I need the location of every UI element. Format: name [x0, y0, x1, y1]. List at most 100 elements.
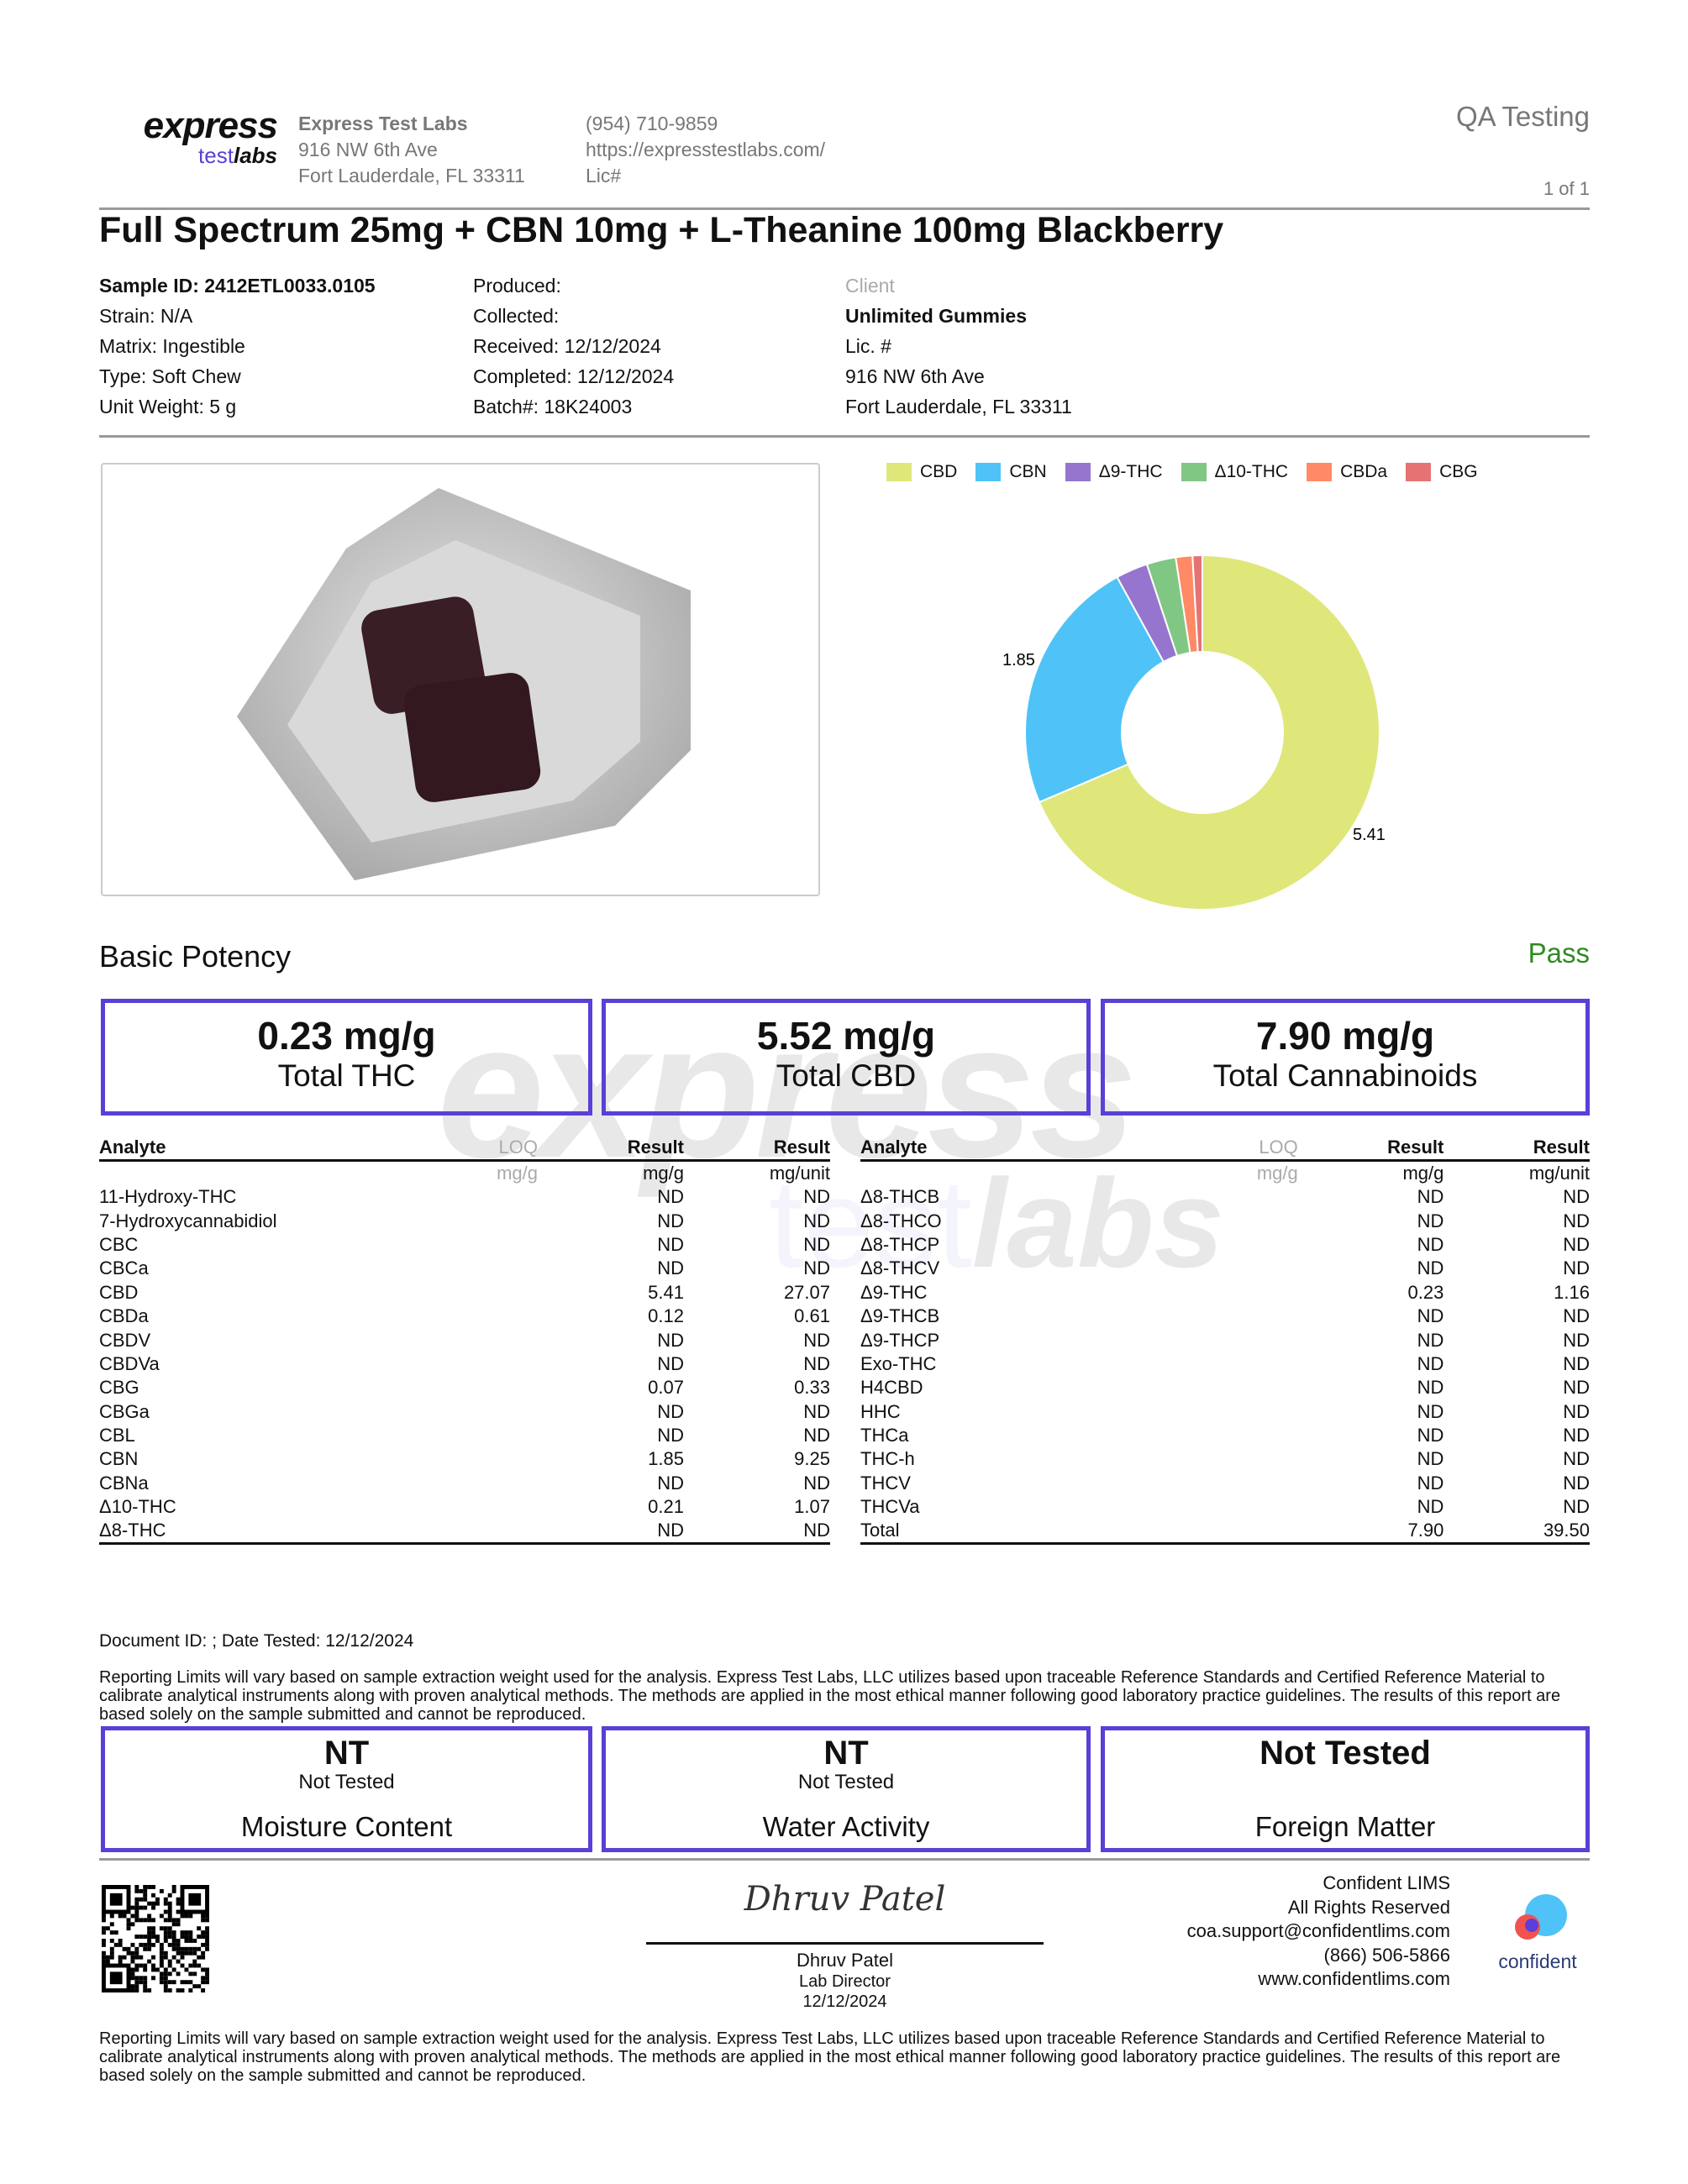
table-row: Exo-THC ND ND	[860, 1352, 1590, 1376]
loq-value	[392, 1352, 538, 1376]
analyte-name: Δ9-THCB	[860, 1305, 940, 1327]
analyte-name: THC-h	[860, 1448, 915, 1470]
table-row: THCVa ND ND	[860, 1495, 1590, 1519]
legend-item[interactable]: CBDa	[1307, 462, 1387, 482]
foreign-matter-label: Foreign Matter	[1254, 1811, 1436, 1842]
analyte-name: CBCa	[99, 1257, 149, 1279]
unit-label	[99, 1161, 392, 1186]
result-mg-unit: 0.61	[794, 1305, 830, 1327]
result-mg-g: ND	[538, 1519, 684, 1546]
lims-info: Confident LIMS All Rights Reserved coa.s…	[1187, 1872, 1450, 1992]
result-mg-g: ND	[657, 1425, 684, 1446]
sample-id: Sample ID: 2412ETL0033.0105	[99, 275, 376, 297]
confident-logo-icon	[1515, 1894, 1567, 1940]
loq-value	[1152, 1400, 1298, 1424]
result-mg-g: 5.41	[648, 1281, 684, 1303]
client-city: Fort Lauderdale, FL 33311	[845, 396, 1072, 417]
analyte-name: 11-Hydroxy-THC	[99, 1186, 237, 1208]
result-mg-g: ND	[1417, 1329, 1444, 1351]
pass-status: Pass	[1528, 937, 1590, 969]
legend-item[interactable]: CBD	[886, 462, 957, 482]
analyte-name: H4CBD	[860, 1377, 923, 1399]
result-mg-g: ND	[1417, 1400, 1444, 1422]
analyte-name: CBC	[99, 1233, 139, 1255]
analyte-name: CBNa	[99, 1472, 149, 1494]
qr-code[interactable]	[101, 1885, 210, 1992]
unit-weight: Unit Weight: 5 g	[99, 396, 237, 417]
signature: Dhruv Patel	[744, 1880, 946, 1919]
result-mg-g: ND	[1417, 1233, 1444, 1255]
divider	[99, 1858, 1590, 1861]
loq-value	[1152, 1424, 1298, 1447]
lims-website[interactable]: www.confidentlims.com	[1258, 1968, 1450, 1989]
result-mg-unit: 0.33	[794, 1377, 830, 1399]
result-mg-unit: ND	[803, 1210, 830, 1231]
legend-item[interactable]: CBG	[1406, 462, 1478, 482]
table-row: CBDVa ND ND	[99, 1352, 830, 1376]
unit-label: mg/g	[497, 1163, 538, 1184]
result-mg-unit: ND	[684, 1519, 830, 1546]
lims-email[interactable]: coa.support@confidentlims.com	[1186, 1920, 1450, 1941]
water-activity-label: Water Activity	[762, 1811, 930, 1842]
legend-item[interactable]: Δ9-THC	[1065, 462, 1163, 482]
loq-value	[392, 1472, 538, 1495]
result-mg-unit: ND	[803, 1233, 830, 1255]
table-row: Δ8-THCO ND ND	[860, 1209, 1590, 1232]
result-mg-unit: ND	[1563, 1257, 1590, 1279]
table-row: Δ8-THC ND ND	[99, 1519, 830, 1546]
result-mg-unit: 1.07	[794, 1496, 830, 1518]
slice-CBG[interactable]	[1191, 554, 1203, 654]
loq-value	[392, 1495, 538, 1519]
type: Type: Soft Chew	[99, 365, 241, 387]
result-mg-unit: ND	[1563, 1186, 1590, 1208]
column-header: Result	[684, 1136, 830, 1162]
table-row: HHC ND ND	[860, 1400, 1590, 1424]
matrix: Matrix: Ingestible	[99, 335, 245, 357]
signer-date: 12/12/2024	[802, 1992, 887, 2011]
watermark: express	[437, 982, 1138, 1198]
slice-CBD[interactable]	[1038, 554, 1380, 911]
analyte-name: Δ8-THC	[99, 1519, 392, 1546]
table-row: Δ9-THC 0.23 1.16	[860, 1281, 1590, 1305]
dates-info: Produced: Collected: Received: 12/12/202…	[473, 270, 674, 422]
moisture-status: NT	[323, 1735, 370, 1772]
lab-website[interactable]: https://expresstestlabs.com/	[586, 139, 826, 160]
result-mg-g: ND	[1417, 1305, 1444, 1327]
table-row: H4CBD ND ND	[860, 1376, 1590, 1399]
result-mg-g: ND	[1417, 1448, 1444, 1470]
legend-item[interactable]: Δ10-THC	[1181, 462, 1288, 482]
result-mg-g: ND	[1417, 1472, 1444, 1494]
potency-donut-chart: 5.41 1.85	[1002, 554, 1386, 911]
received: Received: 12/12/2024	[473, 335, 661, 357]
table-row: CBD 5.41 27.07	[99, 1281, 830, 1305]
loq-value	[392, 1519, 538, 1546]
slice-CBN[interactable]	[1024, 575, 1165, 804]
moisture-label: Moisture Content	[240, 1811, 453, 1842]
lims-phone: (866) 506-5866	[1323, 1944, 1450, 1966]
column-header: Result	[1443, 1136, 1590, 1162]
confident-logo: confident	[1487, 1892, 1588, 1973]
analyte-name: Total	[860, 1519, 1153, 1546]
loq-value	[1152, 1209, 1298, 1232]
result-mg-g: ND	[1417, 1352, 1444, 1374]
legend-item[interactable]: CBN	[975, 462, 1047, 482]
section-title: Basic Potency	[99, 939, 292, 974]
legend-swatch	[1307, 463, 1333, 482]
loq-value	[1152, 1519, 1298, 1546]
column-header: Analyte	[99, 1136, 392, 1162]
water-activity-status-text: Not Tested	[797, 1771, 895, 1793]
analyte-name: THCV	[860, 1472, 911, 1494]
analyte-name: THCa	[860, 1425, 909, 1446]
loq-value	[392, 1257, 538, 1280]
water-activity-status: NT	[823, 1735, 869, 1772]
result-mg-g: 0.23	[1407, 1281, 1444, 1303]
loq-value	[1152, 1281, 1298, 1305]
result-mg-g: ND	[1417, 1210, 1444, 1231]
analyte-name: Δ8-THCB	[860, 1186, 940, 1208]
data-label: 1.85	[1002, 651, 1035, 669]
legend-label: CBG	[1439, 462, 1478, 481]
result-mg-g: 0.12	[648, 1305, 684, 1327]
result-mg-g: ND	[657, 1329, 684, 1351]
table-row: 11-Hydroxy-THC ND ND	[99, 1185, 830, 1209]
signer-name: Dhruv Patel	[797, 1950, 893, 1971]
